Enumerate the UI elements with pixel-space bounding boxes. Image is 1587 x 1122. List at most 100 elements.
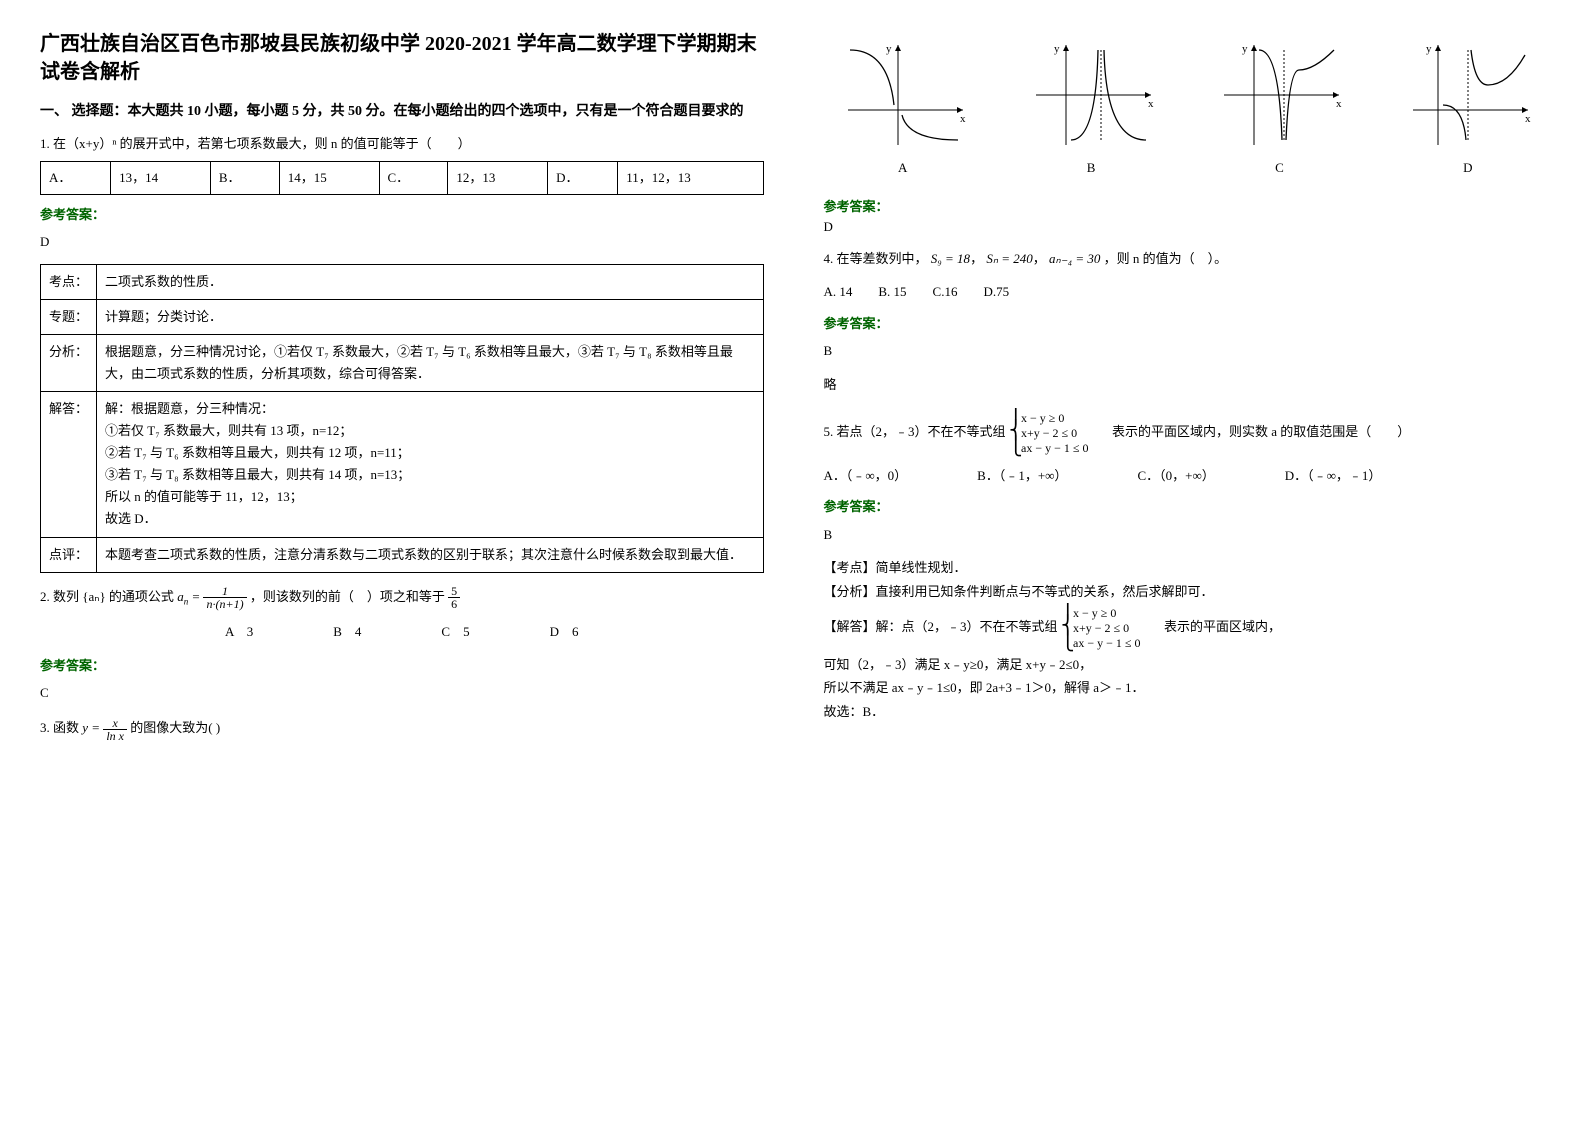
q1-fx: 根据题意，分三种情况讨论，①若仅 T₇ 系数最大，②若 T₇ 与 T₆ 系数相等… bbox=[97, 334, 763, 391]
q5-options: A．（﹣∞，0） B．（﹣1，+∞） C．（0，+∞） D．（﹣∞，﹣1） bbox=[824, 464, 1548, 487]
q2-target-frac: 56 bbox=[448, 585, 460, 610]
left-column: 广西壮族自治区百色市那坡县民族初级中学 2020-2021 学年高二数学理下学期… bbox=[40, 30, 764, 1092]
q1-opt-C: 12，13 bbox=[448, 162, 548, 194]
q1-zt-label: 专题： bbox=[41, 299, 97, 334]
q5-system: ⎧ ⎨ ⎩ x − y ≥ 0 x+y − 2 ≤ 0 ax − y − 1 ≤… bbox=[1009, 424, 1112, 439]
svg-text:x − y ≥ 0: x − y ≥ 0 bbox=[1073, 606, 1116, 620]
question-1: 1. 在（x+y）ⁿ 的展开式中，若第七项系数最大，则 n 的值可能等于（ ） … bbox=[40, 132, 764, 573]
q1-answer-label: 参考答案： bbox=[40, 203, 764, 226]
q2-B-val: 4 bbox=[355, 624, 362, 639]
q2-opt-A: A 3 bbox=[225, 620, 253, 643]
q4-answer: B bbox=[824, 339, 1548, 362]
q4-extra: 略 bbox=[824, 373, 1548, 396]
doc-title: 广西壮族自治区百色市那坡县民族初级中学 2020-2021 学年高二数学理下学期… bbox=[40, 30, 764, 86]
q2-pre: 2. 数列 {aₙ} 的通项公式 bbox=[40, 589, 174, 604]
q5-jd-line: 【解答】解：点（2，﹣3）不在不等式组 ⎧ ⎨ ⎩ x − y ≥ 0 x+y … bbox=[824, 603, 1548, 653]
table-row: 分析：根据题意，分三种情况讨论，①若仅 T₇ 系数最大，②若 T₇ 与 T₆ 系… bbox=[41, 334, 764, 391]
q5-opt-C: C．（0，+∞） bbox=[1137, 464, 1214, 487]
question-5: 5. 若点（2，﹣3）不在不等式组 ⎧ ⎨ ⎩ x − y ≥ 0 x+y − … bbox=[824, 408, 1548, 723]
q1-opt-B: 14，15 bbox=[279, 162, 379, 194]
q5-opt-A: A．（﹣∞，0） bbox=[824, 464, 908, 487]
q4-s9: S₉ = 18 bbox=[931, 251, 970, 266]
q1-jd-body: 解：根据题意，分三种情况： ①若仅 T₇ 系数最大，则共有 13 项，n=12；… bbox=[97, 391, 763, 537]
q5-fx: 【分析】直接利用已知条件判断点与不等式的关系，然后求解即可． bbox=[824, 580, 1548, 603]
q1-options-table: A．13，14 B．14，15 C．12，13 D．11，12，13 bbox=[40, 161, 764, 194]
svg-text:ax − y − 1 ≤ 0: ax − y − 1 ≤ 0 bbox=[1073, 636, 1140, 650]
q5-jd-pre: 【解答】解：点（2，﹣3）不在不等式组 bbox=[824, 619, 1058, 634]
graph-C-wrap: xy C bbox=[1214, 40, 1344, 176]
q5-jd-post: 表示的平面区域内， bbox=[1164, 619, 1281, 634]
q3-answer: D bbox=[824, 219, 1548, 235]
q2-opt-B: B 4 bbox=[333, 620, 361, 643]
q5-pre: 5. 若点（2，﹣3）不在不等式组 bbox=[824, 424, 1006, 439]
table-row: 解答： 解：根据题意，分三种情况： ①若仅 T₇ 系数最大，则共有 13 项，n… bbox=[41, 391, 764, 537]
q4-sn: Sₙ = 240 bbox=[986, 251, 1032, 266]
q1-jd5: 所以 n 的值可能等于 11，12，13； bbox=[105, 486, 754, 508]
q1-zt: 计算题；分类讨论． bbox=[97, 299, 763, 334]
q1-solution-table: 考点：二项式系数的性质． 专题：计算题；分类讨论． 分析：根据题意，分三种情况讨… bbox=[40, 264, 764, 573]
q1-dp-label: 点评： bbox=[41, 537, 97, 572]
exam-page: 广西壮族自治区百色市那坡县民族初级中学 2020-2021 学年高二数学理下学期… bbox=[40, 30, 1547, 1092]
q5-jd2: 可知（2，﹣3）满足 x﹣y≥0，满足 x+y﹣2≤0， bbox=[824, 653, 1548, 676]
q2-opt-D: D 6 bbox=[550, 620, 579, 643]
q5-kd: 【考点】简单线性规划． bbox=[824, 556, 1548, 579]
q1-jd2: ①若仅 T₇ 系数最大，则共有 13 项，n=12； bbox=[105, 420, 754, 442]
graph-B-label: B bbox=[1026, 160, 1156, 176]
q5-answer-label: 参考答案： bbox=[824, 495, 1548, 518]
q3-post: 的图像大致为( ) bbox=[130, 720, 220, 735]
q1-opt-D: 11，12，13 bbox=[618, 162, 763, 194]
svg-text:x: x bbox=[1525, 113, 1531, 125]
q4-post: ，则 n 的值为（ ）。 bbox=[1104, 251, 1228, 266]
sys-line-2: x+y − 2 ≤ 0 bbox=[1021, 426, 1077, 440]
svg-text:y: y bbox=[1054, 43, 1060, 55]
q2-options: A 3 B 4 C 5 D 6 bbox=[40, 620, 764, 643]
q2-answer: C bbox=[40, 681, 764, 704]
question-4: 4. 在等差数列中， S₉ = 18， Sₙ = 240， aₙ₋₄ = 30 … bbox=[824, 247, 1548, 396]
q3-formula: y = xln x bbox=[82, 720, 130, 735]
graph-D-icon: xy bbox=[1403, 40, 1533, 150]
question-3: 3. 函数 y = xln x 的图像大致为( ) bbox=[40, 716, 764, 742]
svg-text:x: x bbox=[1336, 98, 1342, 110]
q4-an4: aₙ₋₄ = 30 bbox=[1049, 251, 1100, 266]
q1-kd: 二项式系数的性质． bbox=[97, 264, 763, 299]
svg-text:x+y − 2 ≤ 0: x+y − 2 ≤ 0 bbox=[1073, 621, 1129, 635]
svg-text:y: y bbox=[1242, 43, 1248, 55]
q1-jd1: 解：根据题意，分三种情况： bbox=[105, 398, 754, 420]
q2-mid: ，则该数列的前（ ）项之和等于 bbox=[250, 589, 445, 604]
svg-text:x: x bbox=[1148, 98, 1154, 110]
q5-opt-B: B．（﹣1，+∞） bbox=[977, 464, 1067, 487]
q1-fx-label: 分析： bbox=[41, 334, 97, 391]
q1-jd-label: 解答： bbox=[41, 391, 97, 537]
graph-D-wrap: xy D bbox=[1403, 40, 1533, 176]
graph-C-icon: xy bbox=[1214, 40, 1344, 150]
q3-graphs: xy A xy B xy bbox=[824, 40, 1548, 176]
q5-answer: B bbox=[824, 523, 1548, 546]
graph-C-label: C bbox=[1214, 160, 1344, 176]
graph-B-wrap: x y B bbox=[1026, 40, 1156, 176]
table-row: 专题：计算题；分类讨论． bbox=[41, 299, 764, 334]
q5-post: 表示的平面区域内，则实数 a 的取值范围是（ ） bbox=[1112, 424, 1410, 439]
right-column: xy A xy B xy bbox=[824, 30, 1548, 1092]
q1-opt-D-label: D． bbox=[548, 162, 618, 194]
table-row: 考点：二项式系数的性质． bbox=[41, 264, 764, 299]
svg-text:x: x bbox=[960, 113, 966, 125]
q1-jd4: ③若 T₇ 与 T₈ 系数相等且最大，则共有 14 项，n=13； bbox=[105, 464, 754, 486]
q2-A-val: 3 bbox=[247, 624, 254, 639]
q2-D-val: 6 bbox=[572, 624, 579, 639]
q1-kd-label: 考点： bbox=[41, 264, 97, 299]
question-2: 2. 数列 {aₙ} 的通项公式 an = 1n·(n+1) ，则该数列的前（ … bbox=[40, 585, 764, 705]
q1-jd3: ②若 T₇ 与 T₆ 系数相等且最大，则共有 12 项，n=11； bbox=[105, 442, 754, 464]
q1-jd6: 故选 D． bbox=[105, 508, 754, 530]
graph-D-label: D bbox=[1403, 160, 1533, 176]
table-row: 点评：本题考查二项式系数的性质，注意分清系数与二项式系数的区别于联系；其次注意什… bbox=[41, 537, 764, 572]
q1-dp: 本题考查二项式系数的性质，注意分清系数与二项式系数的区别于联系；其次注意什么时候… bbox=[97, 537, 763, 572]
q4-options: A. 14 B. 15 C.16 D.75 bbox=[824, 280, 1548, 303]
graph-A-icon: xy bbox=[838, 40, 968, 150]
q5-system-2: ⎧ ⎨ ⎩ x − y ≥ 0 x+y − 2 ≤ 0 ax − y − 1 ≤… bbox=[1061, 603, 1161, 653]
graph-A-label: A bbox=[838, 160, 968, 176]
q1-answer: D bbox=[40, 230, 764, 253]
sys-line-1: x − y ≥ 0 bbox=[1021, 411, 1064, 425]
q4-answer-label: 参考答案： bbox=[824, 312, 1548, 335]
q5-opt-D: D．（﹣∞，﹣1） bbox=[1285, 464, 1382, 487]
section-1-heading: 一、 选择题：本大题共 10 小题，每小题 5 分，共 50 分。在每小题给出的… bbox=[40, 100, 764, 120]
